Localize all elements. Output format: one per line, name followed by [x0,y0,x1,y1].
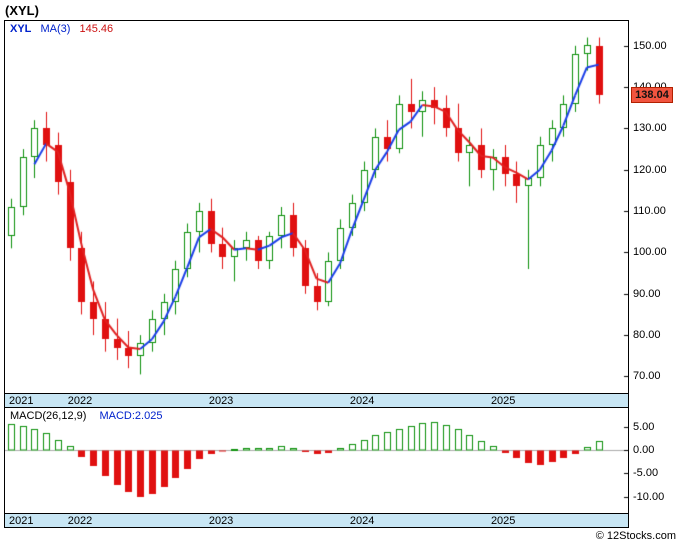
macd-axis-tick-label: -10.00 [633,490,665,503]
price-legend: XYL MA(3) 145.46 [10,23,113,35]
macd-panel: MACD(26,12,9) MACD:2.025 [4,407,629,514]
macd-axis-tick-label: -5.00 [633,467,659,480]
price-axis-tick-label: 130.00 [633,122,667,135]
macd-legend: MACD(26,12,9) MACD:2.025 [10,410,162,422]
legend-symbol: XYL [10,23,32,35]
year-band-2: 2021 2022 2023 2024 2025 [4,513,629,528]
macd-axis-tick-label: 0.00 [633,444,655,456]
year-label: 2021 [9,515,34,527]
symbol-title: (XYL) [5,3,39,18]
right-axis: 138.04 150.00140.00130.00120.00110.00100… [630,20,680,532]
price-axis-tick-label: 100.00 [633,246,667,259]
price-panel: XYL MA(3) 145.46 [4,20,629,394]
year-label: 2024 [349,515,375,527]
year-label: 2021 [9,395,34,407]
year-band-1: 2021 2022 2023 2024 2025 [4,393,629,408]
year-label: 2022 [67,515,93,527]
year-label: 2025 [490,395,516,407]
legend-ma-value: 145.46 [79,23,114,35]
price-axis-tick-label: 90.00 [633,287,661,300]
price-chart-canvas [5,21,628,393]
price-axis-tick-label: 150.00 [633,39,667,52]
price-axis-tick-label: 120.00 [633,163,667,176]
legend-macd-value: MACD:2.025 [99,410,163,422]
legend-macd-label: MACD(26,12,9) [10,410,87,422]
price-axis-tick-label: 110.00 [633,205,666,218]
year-label: 2025 [490,515,516,527]
price-axis-tick-label: 70.00 [633,370,661,383]
year-label: 2024 [349,395,375,407]
legend-ma-label: MA(3) [40,23,71,35]
year-label: 2022 [67,395,93,407]
price-axis-tick-label: 80.00 [633,329,661,342]
macd-chart-canvas [5,408,628,513]
last-price-badge: 138.04 [631,87,673,104]
year-label: 2023 [208,515,234,527]
macd-axis-tick-label: 5.00 [633,420,655,433]
year-label: 2023 [208,395,234,407]
footer-credit-link[interactable]: © 12Stocks.com [595,530,676,542]
